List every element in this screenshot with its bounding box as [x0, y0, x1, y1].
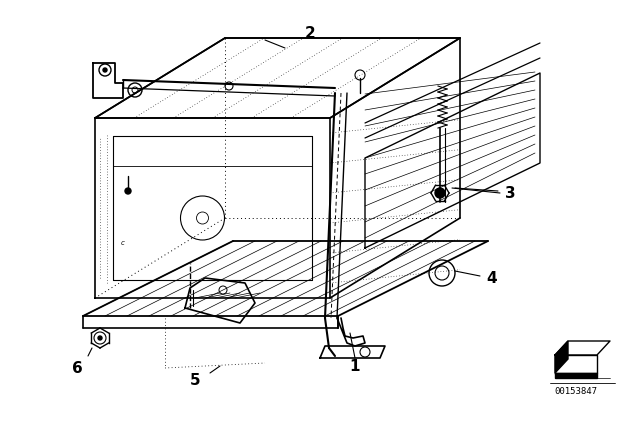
Text: 1: 1 — [349, 358, 360, 374]
Text: 6: 6 — [72, 361, 83, 375]
Text: 2: 2 — [305, 26, 316, 40]
Text: c: c — [121, 240, 125, 246]
Circle shape — [98, 336, 102, 340]
Text: 00153847: 00153847 — [554, 387, 598, 396]
Bar — [555, 373, 597, 378]
Text: 5: 5 — [189, 372, 200, 388]
Circle shape — [103, 68, 107, 72]
Text: 4: 4 — [486, 271, 497, 285]
Text: 3: 3 — [505, 185, 515, 201]
Circle shape — [125, 188, 131, 194]
Polygon shape — [555, 341, 568, 373]
Circle shape — [435, 188, 445, 198]
